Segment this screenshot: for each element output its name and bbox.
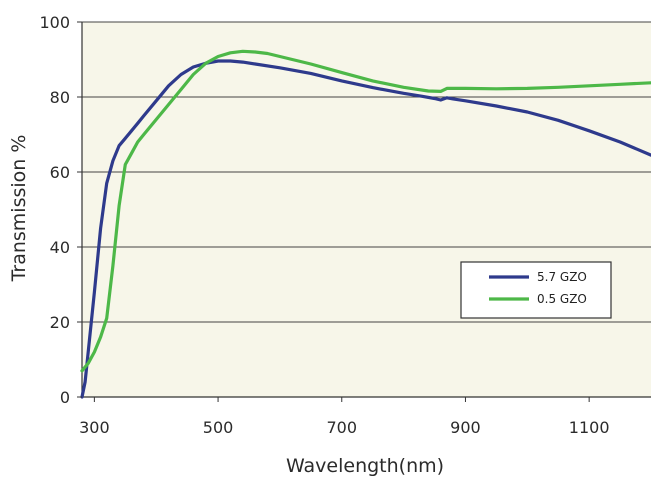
y-tick-label-40: 40 <box>50 238 70 257</box>
plot-area <box>82 22 651 397</box>
x-tick-label-500: 500 <box>203 418 234 437</box>
legend: 5.7 GZO 0.5 GZO <box>460 261 612 319</box>
y-axis-label: Transmission % <box>8 135 30 283</box>
axes <box>81 22 651 398</box>
x-tick-label-900: 900 <box>450 418 481 437</box>
legend-label-5-7-gzo: 5.7 GZO <box>537 270 587 284</box>
legend-label-0-5-gzo: 0.5 GZO <box>537 292 587 306</box>
tick-labels: 0 20 40 60 80 100 300 500 700 900 1100 <box>39 13 609 437</box>
y-tick-label-80: 80 <box>50 88 70 107</box>
series-lines <box>80 49 651 399</box>
x-tick-label-1100: 1100 <box>569 418 610 437</box>
legend-box <box>460 261 612 319</box>
y-tick-label-0: 0 <box>60 388 70 407</box>
y-tick-label-60: 60 <box>50 163 70 182</box>
x-axis-label: Wavelength(nm) <box>286 455 444 477</box>
series-line-5-7-gzo <box>80 59 651 399</box>
plot-background <box>82 22 651 397</box>
y-tick-label-100: 100 <box>39 13 70 32</box>
x-tick-label-700: 700 <box>326 418 357 437</box>
x-tick-label-300: 300 <box>79 418 110 437</box>
series-line-0-5-gzo <box>80 49 651 373</box>
y-tick-label-20: 20 <box>50 313 70 332</box>
